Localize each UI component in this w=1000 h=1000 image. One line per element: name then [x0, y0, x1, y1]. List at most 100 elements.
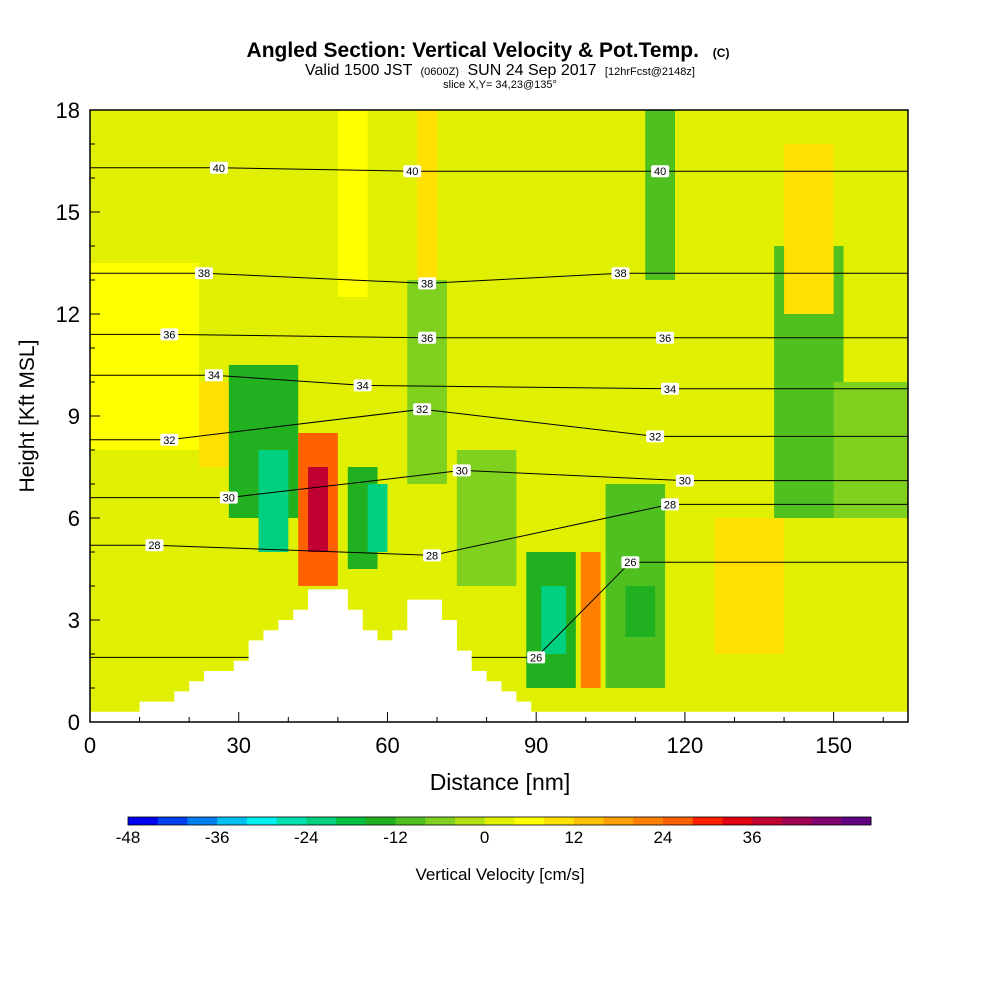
svg-text:28: 28 [426, 550, 438, 562]
colorbar-tick-label: -36 [205, 828, 230, 847]
colorbar-swatch-19 [692, 817, 723, 825]
svg-text:34: 34 [208, 370, 220, 382]
terrain-mask [90, 589, 908, 722]
svg-text:28: 28 [148, 540, 160, 552]
y-tick-label: 3 [68, 608, 80, 633]
svg-text:40: 40 [654, 166, 666, 178]
x-axis: 0 30 60 90 120 150 [84, 712, 884, 758]
svg-text:38: 38 [421, 278, 433, 290]
colorbar-swatch-14 [544, 817, 575, 825]
svg-text:40: 40 [213, 163, 225, 175]
colorbar-swatch-16 [603, 817, 634, 825]
colorbar-swatch-10 [425, 817, 456, 825]
x-tick-label: 30 [226, 733, 250, 758]
contour-label-8: 36 [656, 331, 675, 345]
velocity-cell-10 [407, 280, 447, 484]
svg-text:36: 36 [421, 333, 433, 345]
contour-label-2: 40 [651, 165, 670, 178]
svg-text:38: 38 [614, 268, 626, 280]
colorbar-swatch-12 [484, 817, 515, 825]
contour-label-16: 30 [452, 464, 471, 477]
contour-label-1: 40 [403, 165, 422, 178]
x-tick-label: 120 [667, 733, 704, 758]
contour-label-3: 38 [195, 267, 214, 280]
contour-label-5: 38 [611, 267, 630, 280]
colorbar-swatch-9 [395, 817, 426, 825]
colorbar-tick-label: -12 [383, 828, 408, 847]
svg-text:Angled Section: Vertical Veloc: Angled Section: Vertical Velocity & Pot.… [247, 39, 730, 62]
velocity-cell-11 [417, 110, 438, 280]
velocity-cell-22 [833, 382, 908, 518]
contour-label-11: 34 [661, 382, 680, 396]
contour-label-22: 26 [621, 556, 640, 569]
x-axis-label: Distance [nm] [430, 769, 571, 795]
x-tick-label: 60 [375, 733, 399, 758]
colorbar-swatch-5 [276, 817, 307, 825]
velocity-cell-18 [645, 110, 675, 280]
y-tick-label: 15 [56, 200, 80, 225]
colorbar-tick-label: 36 [743, 828, 762, 847]
svg-text:26: 26 [624, 557, 636, 569]
svg-text:32: 32 [649, 431, 661, 443]
colorbar-swatch-13 [514, 817, 545, 825]
contour-label-19: 28 [423, 549, 442, 562]
subtitle-valid: Valid 1500 JST [305, 62, 413, 79]
colorbar-swatch-2 [187, 817, 218, 825]
colorbar-swatch-18 [662, 817, 694, 825]
subtitle-date: SUN 24 Sep 2017 [467, 62, 596, 79]
colorbar-swatch-11 [454, 817, 486, 825]
colorbar-swatch-20 [722, 817, 753, 825]
velocity-cell-19 [714, 518, 785, 654]
contour-label-0: 40 [209, 161, 228, 175]
y-tick-label: 18 [56, 98, 80, 123]
velocity-cell-17 [625, 586, 656, 637]
svg-text:26: 26 [530, 652, 542, 664]
svg-text:38: 38 [198, 268, 210, 280]
contour-label-10: 34 [353, 379, 372, 392]
colorbar-tick-label: 24 [653, 828, 672, 847]
svg-text:28: 28 [664, 499, 676, 511]
colorbar-swatch-6 [306, 817, 337, 825]
y-axis-label: Height [Kft MSL] [16, 340, 39, 493]
colorbar-swatch-0 [128, 817, 159, 825]
velocity-cell-21 [784, 144, 834, 314]
y-tick-label: 0 [68, 710, 80, 735]
subtitle-zulu: (0600Z) [421, 66, 460, 78]
y-axis: 0 3 6 9 12 15 18 [56, 98, 100, 735]
colorbar-swatch-21 [752, 817, 783, 825]
svg-text:34: 34 [664, 384, 676, 396]
contour-label-9: 34 [204, 369, 223, 382]
chart-title-suffix: (C) [713, 46, 730, 60]
slice-label: slice X,Y= 34,23@135° [443, 79, 557, 91]
svg-text:40: 40 [406, 166, 418, 178]
velocity-cell-14 [541, 586, 566, 654]
colorbar-swatch-15 [573, 817, 605, 825]
velocity-cell-4 [258, 450, 289, 552]
contour-label-7: 36 [418, 331, 437, 345]
svg-text:Valid 1500 JST (0600Z): Valid 1500 JST (0600Z) SUN 24 Sep 2017 [… [305, 62, 695, 79]
contour-label-18: 28 [145, 539, 164, 552]
chart-title: Angled Section: Vertical Velocity & Pot.… [247, 39, 699, 62]
svg-text:30: 30 [456, 465, 468, 477]
colorbar-tick-label: 0 [480, 828, 489, 847]
colorbar-swatch-4 [246, 817, 278, 825]
velocity-cell-9 [367, 484, 388, 552]
velocity-cell-6 [308, 467, 328, 552]
colorbar-swatch-8 [365, 817, 396, 825]
subtitle-fcst: [12hrFcst@2148z] [605, 66, 695, 78]
contour-label-14: 32 [646, 430, 665, 443]
colorbar-label: Vertical Velocity [cm/s] [415, 865, 584, 884]
svg-text:34: 34 [357, 380, 369, 392]
contour-label-15: 30 [219, 491, 238, 505]
contour-label-17: 30 [675, 474, 694, 488]
velocity-cell-7 [337, 110, 368, 297]
svg-text:32: 32 [163, 435, 175, 447]
colorbar-swatch-23 [811, 817, 842, 825]
x-tick-label: 150 [815, 733, 852, 758]
y-tick-label: 9 [68, 404, 80, 429]
colorbar-swatch-24 [841, 817, 872, 825]
contour-label-20: 28 [661, 498, 680, 511]
colorbar: -48 -36 -24 -12 0 12 24 36 [116, 816, 872, 847]
